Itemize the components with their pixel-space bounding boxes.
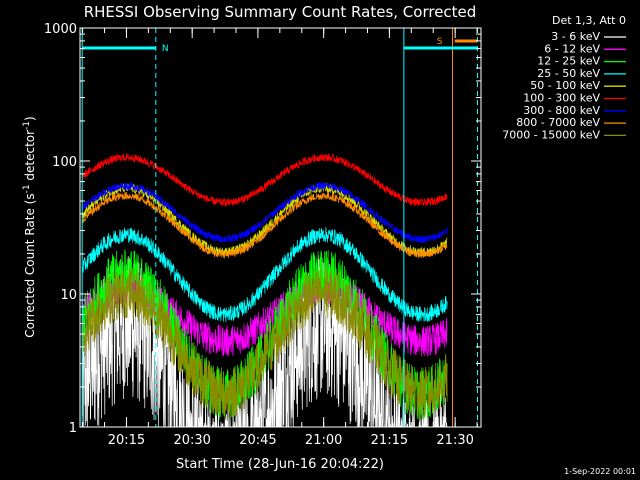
annotation-n: N bbox=[162, 44, 169, 54]
y-axis-label-sup1: -1 bbox=[22, 184, 32, 193]
legend-label-4: 25 - 50 keV bbox=[537, 67, 600, 80]
x-axis-label: Start Time (28-Jun-16 20:04:22) bbox=[176, 457, 384, 472]
legend-label-1: 3 - 6 keV bbox=[551, 30, 600, 43]
y-axis-label: Corrected Count Rate (s-1 detector-1) bbox=[22, 116, 37, 337]
x-tick-label-6: 21:30 bbox=[436, 433, 473, 448]
series-line-4 bbox=[81, 226, 448, 323]
series-line-5 bbox=[81, 183, 448, 258]
y-tick-label-2: 10 bbox=[60, 288, 77, 303]
legend-label-7: 300 - 800 keV bbox=[523, 104, 600, 117]
plot-area: NS bbox=[81, 28, 478, 429]
y-axis-label-part1: Corrected Count Rate (s bbox=[23, 193, 37, 337]
x-tick-label-2: 20:30 bbox=[173, 433, 210, 448]
chart-title: RHESSI Observing Summary Count Rates, Co… bbox=[84, 3, 477, 21]
axes: 1 10 100 1000 20:15 20:30 20:45 21:00 21:15 21:30 bbox=[44, 22, 482, 448]
y-axis-label-part3: ) bbox=[23, 116, 37, 121]
y-tick-label-3: 100 bbox=[52, 155, 77, 170]
footer-timestamp: 1-Sep-2022 00:01 bbox=[564, 467, 636, 476]
series-line-2 bbox=[81, 273, 448, 357]
legend-label-2: 6 - 12 keV bbox=[544, 42, 600, 55]
legend-label-6: 100 - 300 keV bbox=[523, 92, 600, 105]
legend-label-5: 50 - 100 keV bbox=[530, 79, 600, 92]
plot-frame bbox=[79, 27, 482, 428]
y-axis-label-part2: detector bbox=[23, 130, 37, 185]
legend-label-3: 12 - 25 keV bbox=[537, 55, 600, 68]
x-tick-label-1: 20:15 bbox=[108, 433, 145, 448]
y-tick-label-4: 1000 bbox=[44, 22, 77, 37]
legend-title: Det 1,3, Att 0 bbox=[552, 14, 626, 27]
y-tick-label-1: 1 bbox=[69, 421, 77, 436]
x-tick-label-4: 21:00 bbox=[305, 433, 342, 448]
x-tick-label-5: 21:15 bbox=[371, 433, 408, 448]
x-tick-label-3: 20:45 bbox=[239, 433, 276, 448]
series-line-7 bbox=[81, 181, 448, 244]
legend-label-9: 7000 - 15000 keV bbox=[502, 128, 600, 141]
y-axis-label-sup2: -1 bbox=[22, 121, 32, 130]
annotation-s: S bbox=[437, 37, 443, 47]
series-line-9 bbox=[81, 266, 448, 420]
series-line-6 bbox=[81, 152, 448, 207]
series-line-8 bbox=[81, 191, 448, 259]
legend-label-8: 800 - 7000 keV bbox=[516, 116, 600, 129]
